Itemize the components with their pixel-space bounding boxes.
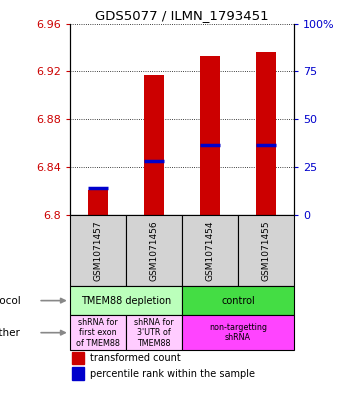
Bar	[70, 315, 126, 351]
Title: GDS5077 / ILMN_1793451: GDS5077 / ILMN_1793451	[95, 9, 269, 22]
Bar	[256, 52, 276, 215]
Text: non-targetting
shRNA: non-targetting shRNA	[209, 323, 267, 342]
Text: GSM1071455: GSM1071455	[261, 220, 271, 281]
Bar	[126, 315, 182, 351]
Bar	[238, 215, 294, 286]
Text: transformed count: transformed count	[90, 353, 181, 363]
Text: other: other	[0, 328, 20, 338]
Text: control: control	[221, 296, 255, 306]
Text: GSM1071457: GSM1071457	[93, 220, 102, 281]
Text: TMEM88 depletion: TMEM88 depletion	[81, 296, 171, 306]
Bar	[182, 315, 294, 351]
Bar	[126, 215, 182, 286]
Text: GSM1071454: GSM1071454	[205, 220, 215, 281]
Text: shRNA for
3'UTR of
TMEM88: shRNA for 3'UTR of TMEM88	[134, 318, 174, 347]
Text: shRNA for
first exon
of TMEM88: shRNA for first exon of TMEM88	[76, 318, 120, 347]
Text: GSM1071456: GSM1071456	[149, 220, 158, 281]
Bar	[70, 286, 182, 315]
Bar	[182, 215, 238, 286]
Bar	[144, 75, 164, 215]
Bar	[70, 215, 126, 286]
Bar	[182, 286, 294, 315]
Bar	[88, 189, 107, 215]
Bar	[72, 367, 84, 380]
Text: percentile rank within the sample: percentile rank within the sample	[90, 369, 255, 379]
Text: protocol: protocol	[0, 296, 20, 306]
Bar	[200, 56, 220, 215]
Bar	[72, 352, 84, 364]
